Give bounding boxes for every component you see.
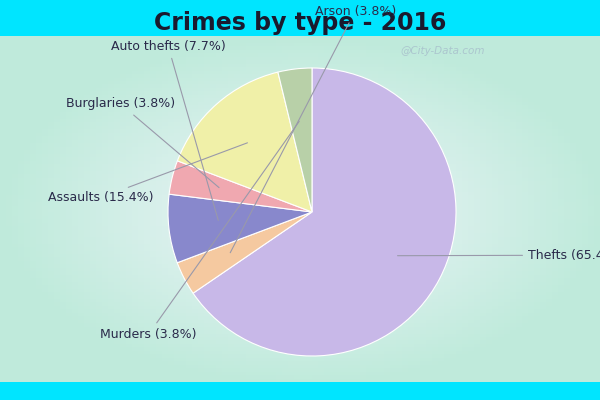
Wedge shape xyxy=(193,68,456,356)
Wedge shape xyxy=(177,212,312,293)
Wedge shape xyxy=(168,194,312,263)
Wedge shape xyxy=(169,161,312,212)
Text: Assaults (15.4%): Assaults (15.4%) xyxy=(48,143,247,204)
Text: Auto thefts (7.7%): Auto thefts (7.7%) xyxy=(111,40,226,220)
Text: Crimes by type - 2016: Crimes by type - 2016 xyxy=(154,11,446,35)
Text: Murders (3.8%): Murders (3.8%) xyxy=(100,121,299,341)
Text: @City-Data.com: @City-Data.com xyxy=(400,46,485,56)
Text: Arson (3.8%): Arson (3.8%) xyxy=(230,5,396,253)
Wedge shape xyxy=(178,72,312,212)
Wedge shape xyxy=(278,68,312,212)
Text: Burglaries (3.8%): Burglaries (3.8%) xyxy=(66,98,219,188)
Text: Thefts (65.4%): Thefts (65.4%) xyxy=(398,249,600,262)
